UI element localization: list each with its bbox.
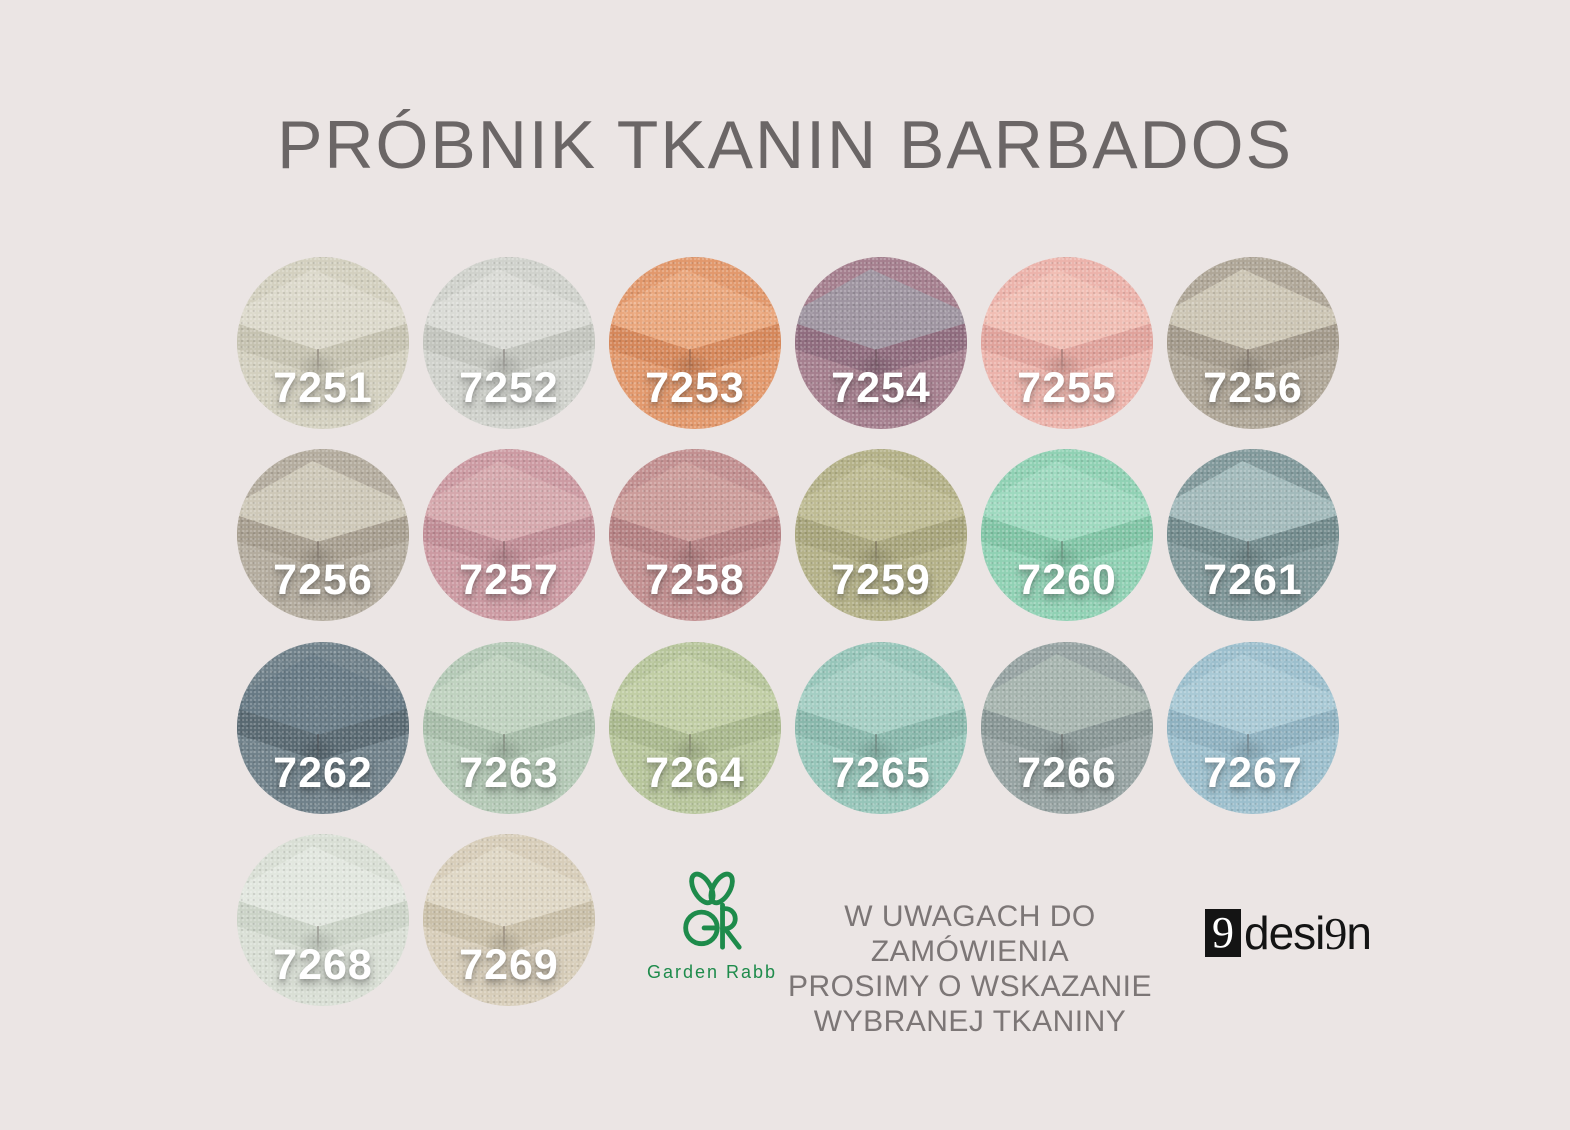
fabric-swatch-7252: 7252	[423, 257, 595, 429]
fabric-texture	[609, 257, 781, 429]
fabric-swatch-7267: 7267	[1167, 642, 1339, 814]
swatch-code: 7267	[1203, 748, 1303, 797]
swatch-code: 7256	[1203, 363, 1303, 412]
swatch-code: 7266	[1017, 748, 1117, 797]
fabric-swatch-7268: 7268	[237, 834, 409, 1006]
swatch-code: 7261	[1203, 555, 1303, 604]
swatch-code: 7255	[1017, 363, 1117, 412]
fabric-texture	[981, 449, 1153, 621]
fabric-swatch-7256: 7256	[1167, 257, 1339, 429]
fabric-swatch-7264: 7264	[609, 642, 781, 814]
swatch-code: 7268	[273, 940, 373, 989]
swatch-code: 7256	[273, 555, 373, 604]
swatch-code: 7269	[459, 940, 559, 989]
ninedesign-box-digit: 9	[1205, 909, 1241, 957]
fabric-texture	[237, 449, 409, 621]
fabric-texture	[423, 449, 595, 621]
fabric-texture	[237, 642, 409, 814]
fabric-swatch-7261: 7261	[1167, 449, 1339, 621]
ninedesign-wordmark: desi9n	[1244, 906, 1372, 960]
fabric-swatch-7263: 7263	[423, 642, 595, 814]
order-note-line-1: W UWAGACH DO ZAMÓWIENIA	[844, 900, 1096, 968]
fabric-swatch-7258: 7258	[609, 449, 781, 621]
fabric-swatch-7265: 7265	[795, 642, 967, 814]
fabric-swatch-7256-b: 7256	[237, 449, 409, 621]
garden-rabb-mark-icon	[683, 871, 742, 950]
fabric-texture	[609, 642, 781, 814]
fabric-swatch-7255: 7255	[981, 257, 1153, 429]
swatch-code: 7262	[273, 748, 373, 797]
fabric-texture	[795, 449, 967, 621]
swatch-row-4: 7268 7269	[237, 834, 595, 1006]
fabric-texture	[423, 834, 595, 1006]
ninedesign-word-g: 9	[1324, 908, 1347, 959]
ninedesign-word-end: n	[1346, 907, 1372, 959]
swatch-code: 7253	[645, 363, 745, 412]
fabric-texture	[423, 642, 595, 814]
ninedesign-word-start: desi	[1244, 907, 1325, 959]
swatch-code: 7259	[831, 555, 931, 604]
swatch-code: 7251	[273, 363, 373, 412]
fabric-texture	[795, 257, 967, 429]
swatch-code: 7265	[831, 748, 931, 797]
fabric-texture	[609, 449, 781, 621]
garden-rabb-label: Garden Rabb	[646, 962, 778, 982]
swatch-code: 7257	[459, 555, 559, 604]
swatch-code: 7254	[831, 363, 931, 412]
fabric-swatch-7253: 7253	[609, 257, 781, 429]
fabric-texture	[1167, 642, 1339, 814]
order-note-line-3: WYBRANEJ TKANINY	[813, 1005, 1127, 1038]
swatch-code: 7263	[459, 748, 559, 797]
fabric-texture	[1167, 257, 1339, 429]
fabric-swatch-7266: 7266	[981, 642, 1153, 814]
swatch-row-2: 7256 7257 7258 7259 7260 7261	[237, 449, 1339, 621]
garden-rabb-logo: Garden Rabb	[632, 870, 792, 983]
swatch-row-1: 7251 7252 7253 7254 7255 7256	[237, 257, 1339, 429]
page-title: PRÓBNIK TKANIN BARBADOS	[277, 107, 1293, 183]
ninedesign-logo: 9 desi9n	[1205, 906, 1372, 960]
fabric-swatch-7269: 7269	[423, 834, 595, 1006]
fabric-texture	[981, 257, 1153, 429]
fabric-swatch-7251: 7251	[237, 257, 409, 429]
fabric-texture	[237, 257, 409, 429]
fabric-texture	[981, 642, 1153, 814]
fabric-texture	[795, 642, 967, 814]
fabric-swatch-7262: 7262	[237, 642, 409, 814]
order-note: W UWAGACH DO ZAMÓWIENIA PROSIMY O WSKAZA…	[760, 899, 1180, 1039]
swatch-code: 7252	[459, 363, 559, 412]
fabric-texture	[423, 257, 595, 429]
fabric-swatch-7254: 7254	[795, 257, 967, 429]
fabric-swatch-7257: 7257	[423, 449, 595, 621]
swatch-code: 7260	[1017, 555, 1117, 604]
fabric-swatch-7259: 7259	[795, 449, 967, 621]
fabric-texture	[1167, 449, 1339, 621]
swatch-row-3: 7262 7263 7264 7265 7266 7267	[237, 642, 1339, 814]
fabric-swatch-7260: 7260	[981, 449, 1153, 621]
fabric-texture	[237, 834, 409, 1006]
order-note-line-2: PROSIMY O WSKAZANIE	[787, 970, 1152, 1003]
swatch-code: 7258	[645, 555, 745, 604]
swatch-code: 7264	[645, 748, 745, 797]
